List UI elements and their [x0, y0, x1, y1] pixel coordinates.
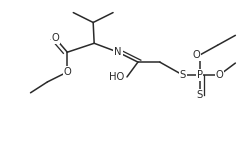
Text: N: N [114, 47, 122, 57]
Text: S: S [180, 70, 186, 80]
Text: O: O [216, 70, 223, 80]
Text: S: S [196, 90, 203, 100]
Text: O: O [52, 33, 59, 43]
Text: O: O [192, 50, 200, 60]
Text: P: P [197, 70, 203, 80]
Text: HO: HO [110, 72, 125, 82]
Text: O: O [63, 67, 71, 77]
